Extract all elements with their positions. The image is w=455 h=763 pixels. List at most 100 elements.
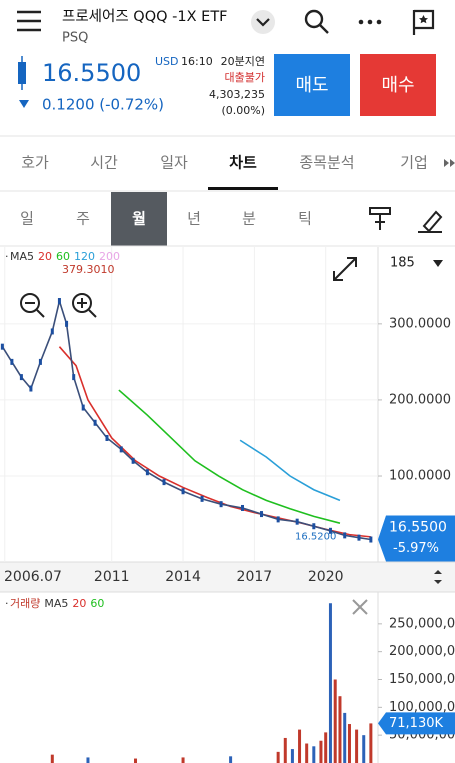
price-candle-icon [18,56,26,90]
candle [93,419,97,426]
legend-entry: 120 [74,250,95,263]
candle [181,488,185,495]
y-tick-label: 100.0000 [389,469,451,484]
legend-entry: 60 [90,597,104,610]
x-tick-label: 2020 [308,569,344,585]
candle [119,446,123,453]
more-icon[interactable] [358,19,382,25]
plot: 2006.07 2011 2014 2017 2020300.0000200.00001… [0,247,455,763]
current-price: 16.5500 [42,59,141,87]
period[interactable]: 년 [187,210,201,228]
legend-entry: 20 [72,597,86,610]
candle [19,374,23,381]
candle [0,343,4,350]
sell-label[interactable]: 매도 [295,75,328,96]
legend-dot: · [5,597,9,610]
legend-entry: MA5 [44,597,68,610]
buy-label[interactable]: 매수 [381,75,414,96]
period[interactable]: 틱 [298,210,312,228]
x-tick-label: 2014 [165,569,201,585]
close-icon[interactable] [352,599,368,615]
volume-bar [369,723,373,763]
price-badge [378,515,455,562]
buy-button[interactable] [360,54,436,116]
down-arrow [19,100,29,108]
last-low-label: 16.5200 [295,532,336,543]
period[interactable]: 일 [20,210,34,228]
legend-entry: MA5 [10,250,34,263]
ma-line [118,389,341,524]
menu-icon[interactable] [17,10,41,32]
volume-bar [343,712,347,763]
volume-bar [276,751,280,763]
volume-bar [229,756,233,763]
y-tick-label: 250,000,0 [389,616,455,631]
currency: USD [155,55,179,68]
period[interactable]: 분 [242,210,256,228]
candle [357,534,361,541]
candle [105,434,109,441]
tab-active[interactable]: 차트 [229,154,257,172]
sell-button[interactable] [274,54,350,116]
candle [295,518,299,525]
tab[interactable]: 일자 [160,154,188,172]
price-badge-change: -5.97% [393,541,439,556]
indicator-icon[interactable] [369,207,391,230]
tab[interactable]: 호가 [21,154,49,172]
volume-bar [134,758,138,763]
candle [328,527,332,534]
x-tick-label: 2011 [94,569,130,585]
volume-bar [50,754,54,763]
tab[interactable]: 기업 [400,154,428,172]
tab[interactable]: 시간 [90,154,118,172]
draw-icon[interactable] [418,210,443,233]
period-selected [111,192,167,246]
candle [369,536,373,543]
period[interactable]: 주 [76,210,90,228]
candle [240,504,244,511]
volume-bar [333,679,337,763]
y-tick-label: 100,000,0 [389,700,455,715]
loan-status: 대출불가 [225,71,265,84]
x-tick-label: 2017 [237,569,273,585]
volume-bar [319,740,323,763]
volume-bar [283,737,287,763]
stock-title: 프로세어즈 QQQ -1X ETF [62,8,228,25]
volume-bar [86,757,90,763]
candle [312,523,316,530]
candle [29,385,33,392]
candle [276,516,280,523]
count-dropdown[interactable] [433,260,443,267]
x-axis-strip [0,562,455,592]
candle [343,532,347,539]
candle [57,298,61,305]
trade-volume: 4,303,235 [209,88,265,101]
tab[interactable]: 종목분석 [299,154,354,172]
delay: 20분지연 [221,55,265,68]
volume-bar [324,732,328,763]
zoom-in-icon[interactable] [72,293,97,318]
price-line [1,297,371,541]
axis-toggle[interactable] [434,570,442,584]
candle [260,511,264,518]
search-icon[interactable] [304,9,329,34]
candle [200,495,204,502]
candle [81,404,85,411]
flag-icon[interactable] [412,9,435,35]
period-active[interactable]: 월 [132,210,146,228]
candle [145,469,149,476]
candle-count[interactable]: 185 [390,256,415,271]
legend-title: 거래량 [10,597,40,610]
stock-symbol: PSQ [62,31,88,46]
expand-icon[interactable] [333,257,357,281]
volume-bar [312,746,316,763]
volume-bar [181,757,185,763]
ma-line [239,439,341,502]
legend-entry: 20 [38,250,52,263]
tab-scroll[interactable] [444,159,455,167]
dropdown-button[interactable] [251,10,275,34]
candle [38,358,42,365]
zoom-out-icon[interactable] [20,293,45,318]
